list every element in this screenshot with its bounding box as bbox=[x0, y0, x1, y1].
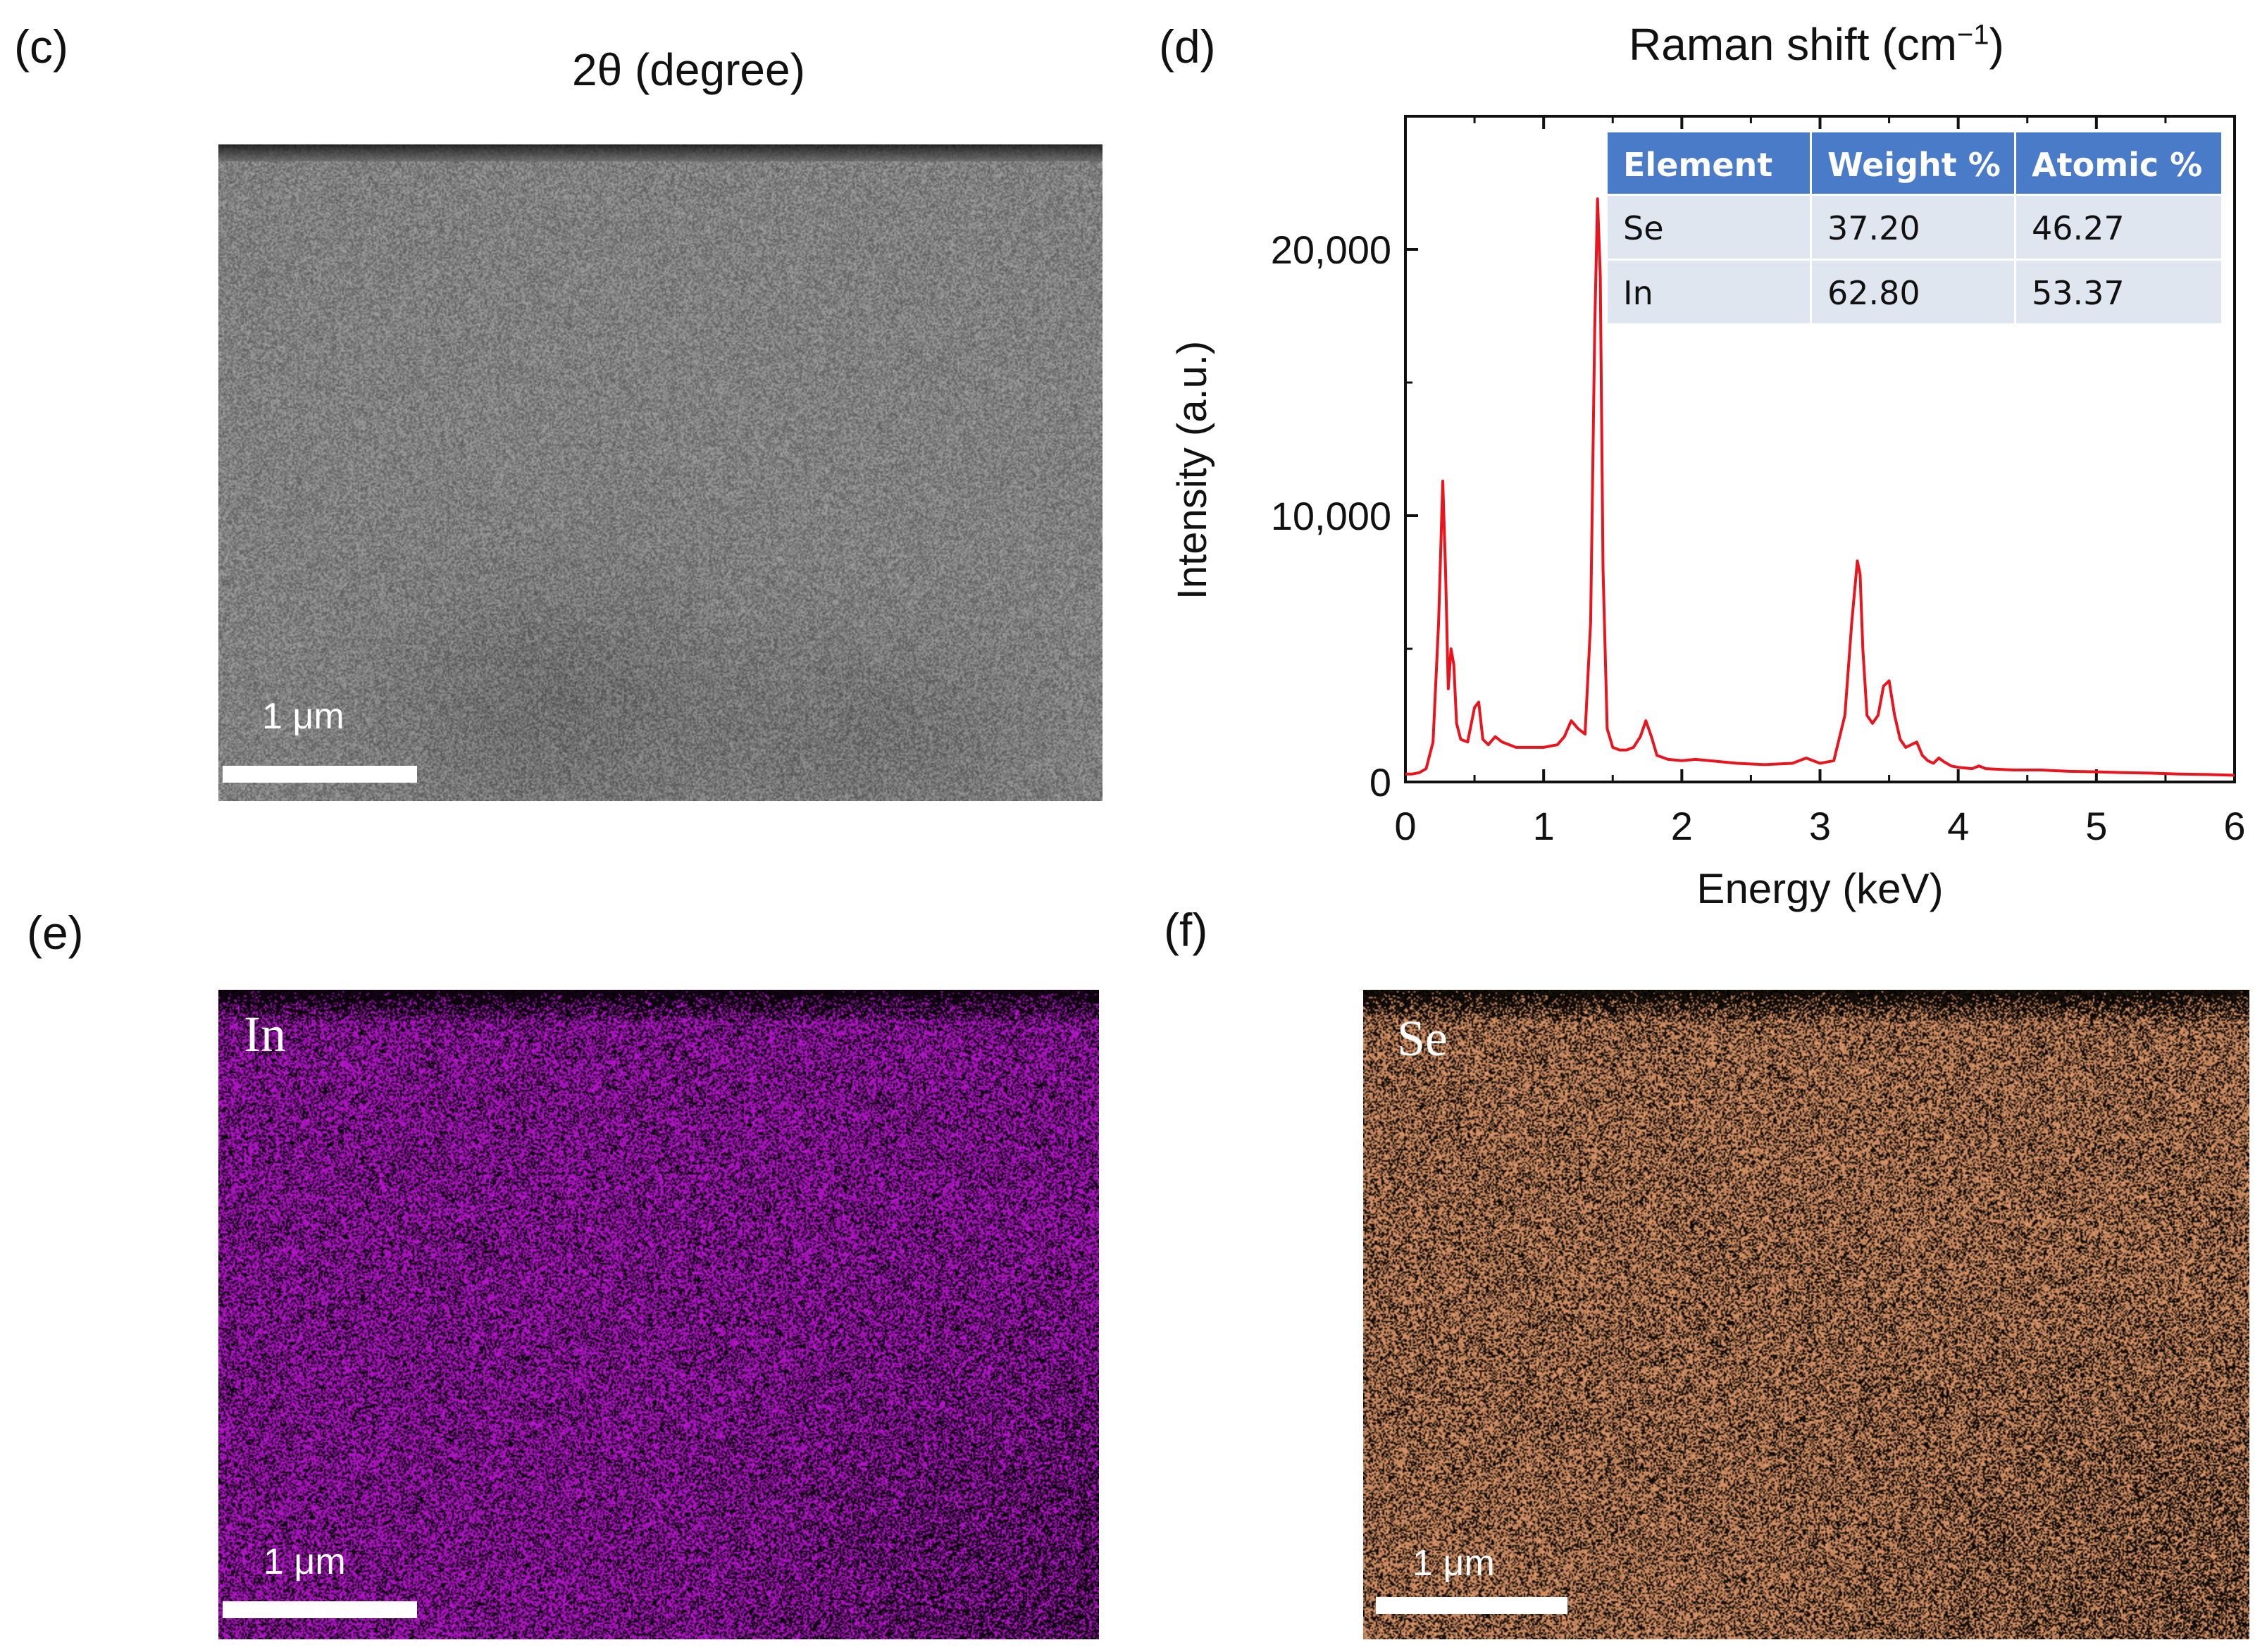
y-tick-label: 0 bbox=[1369, 760, 1391, 805]
table-header-cell bbox=[2016, 132, 2221, 194]
in-map: In 1 μm bbox=[218, 990, 1099, 1639]
table-cell-text: 53.37 bbox=[2032, 274, 2125, 312]
table-cell-text: 46.27 bbox=[2032, 209, 2125, 247]
panel-c-label: (c) bbox=[14, 20, 68, 73]
panel-c-top-title: 2θ (degree) bbox=[572, 44, 805, 95]
eds-chart-layer: 0 1 2 3 4 5 6 0 10,000 20,000 Energy (keV) Intensit… bbox=[1169, 115, 2246, 912]
table-cell bbox=[1608, 196, 1810, 259]
x-tick-label: 3 bbox=[1809, 804, 1831, 848]
sem-image-canvas bbox=[218, 144, 1103, 801]
x-tick-label: 6 bbox=[2223, 804, 2245, 848]
panel-d-title-main: Raman shift (cm bbox=[1629, 19, 1957, 70]
x-axis-label: Energy (keV) bbox=[1696, 865, 1943, 912]
x-tick-label: 5 bbox=[2085, 804, 2107, 848]
x-tick-label: 0 bbox=[1394, 804, 1416, 848]
panel-d-top-title: Raman shift (cm−1) bbox=[1629, 18, 2004, 70]
eds-spectrum-line bbox=[1405, 197, 2235, 777]
y-tick-label: 20,000 bbox=[1271, 228, 1391, 272]
table-cell-text: Se bbox=[1623, 209, 1664, 247]
in-map-canvas bbox=[218, 990, 1099, 1639]
x-tick-label: 1 bbox=[1533, 804, 1555, 848]
table-header-cell bbox=[1608, 132, 1810, 194]
table-header-text: Atomic % bbox=[2032, 146, 2202, 184]
in-map-scale-label: 1 μm bbox=[263, 1541, 346, 1582]
se-map-element-label: Se bbox=[1397, 1010, 1448, 1067]
sem-scale-bar bbox=[223, 766, 417, 783]
table-cell bbox=[1608, 261, 1810, 323]
table-cell-text: 62.80 bbox=[1827, 274, 1920, 312]
se-map-canvas bbox=[1363, 990, 2249, 1639]
sem-image: 1 μm bbox=[218, 144, 1103, 801]
table-cell-text: In bbox=[1623, 274, 1653, 312]
table-header-cell bbox=[1812, 132, 2014, 194]
panel-e-label: (e) bbox=[27, 907, 84, 959]
table-cell bbox=[1812, 261, 2014, 323]
table-cell bbox=[1812, 196, 2014, 259]
panel-d-title-end: ) bbox=[1989, 19, 2004, 70]
table-header-text: Weight % bbox=[1827, 146, 2001, 184]
se-map-scale-bar bbox=[1376, 1597, 1567, 1614]
in-map-scale-bar bbox=[223, 1601, 417, 1618]
x-tick-label: 2 bbox=[1671, 804, 1693, 848]
sem-scale-label: 1 μm bbox=[262, 696, 344, 737]
table-cell bbox=[2016, 261, 2221, 323]
table-header-text: Element bbox=[1623, 146, 1772, 184]
panel-f-label: (f) bbox=[1164, 904, 1208, 956]
se-map: Se 1 μm bbox=[1363, 990, 2249, 1639]
panel-d-label: (d) bbox=[1159, 20, 1216, 73]
panel-d-title-sup: −1 bbox=[1956, 19, 1989, 51]
table-cell bbox=[2016, 196, 2221, 259]
y-tick-label: 10,000 bbox=[1271, 494, 1391, 538]
se-map-scale-label: 1 μm bbox=[1412, 1543, 1495, 1584]
x-tick-label: 4 bbox=[1947, 804, 1969, 848]
in-map-element-label: In bbox=[244, 1006, 286, 1062]
table-cell-text: 37.20 bbox=[1827, 209, 1920, 247]
y-axis-label: Intensity (a.u.) bbox=[1169, 341, 1215, 600]
